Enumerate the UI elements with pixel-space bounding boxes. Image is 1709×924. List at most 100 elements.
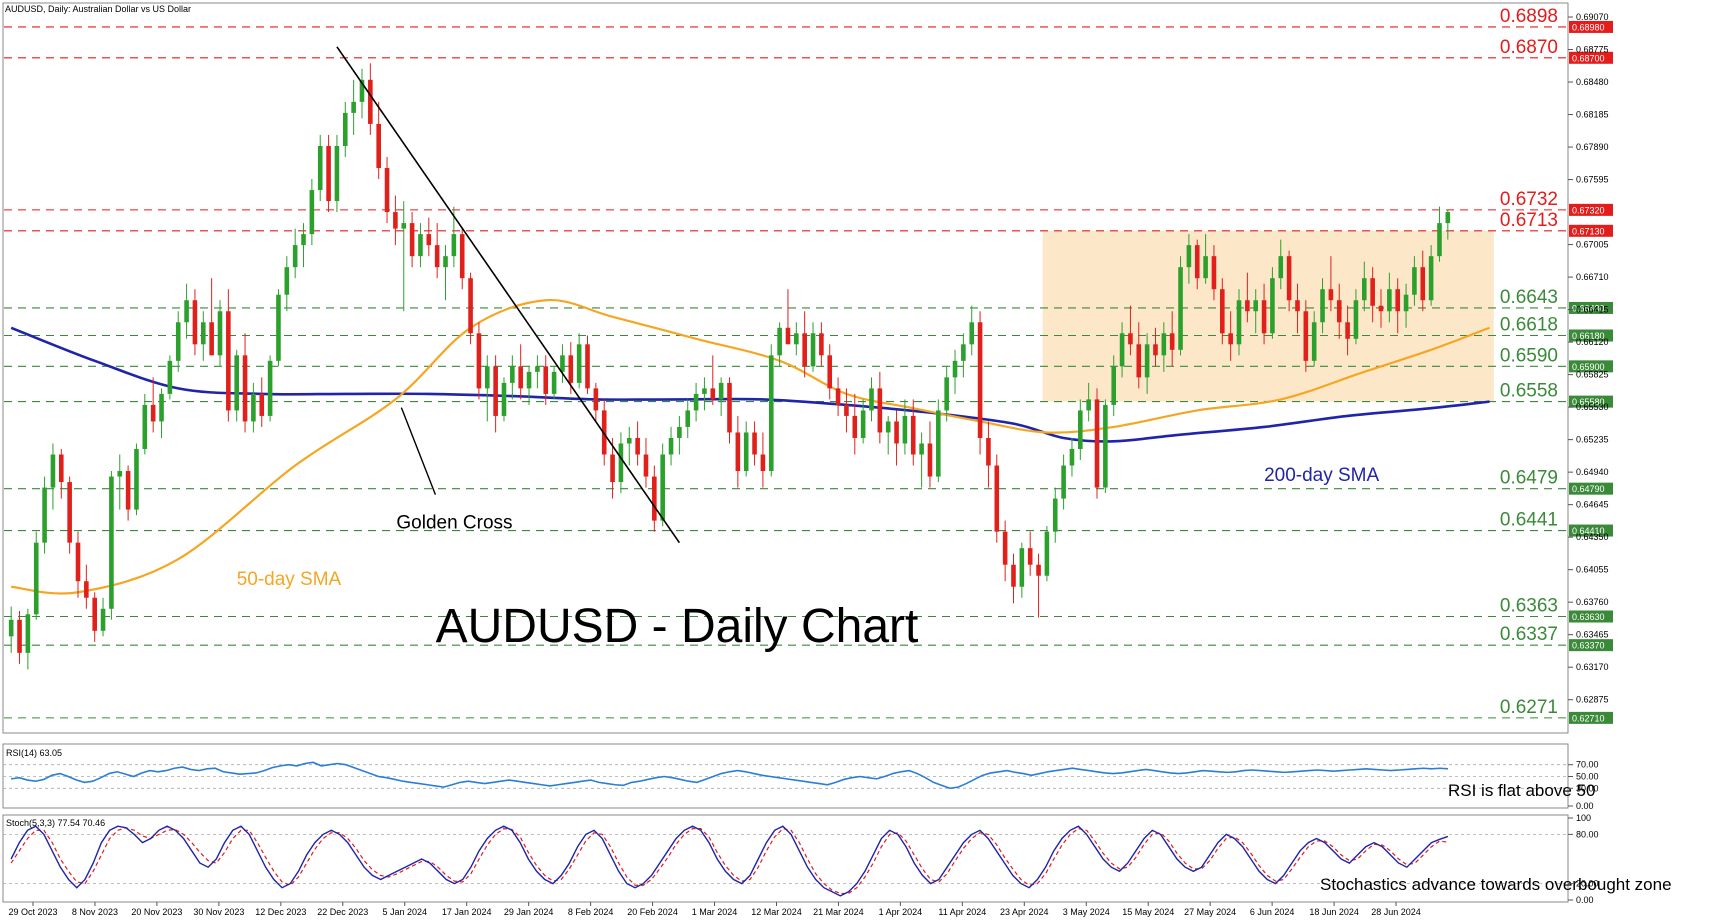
candle-body (785, 327, 791, 345)
candle-body (1403, 294, 1409, 312)
date-tick-label: 20 Nov 2023 (131, 907, 182, 917)
candle-body (802, 333, 807, 367)
candle-body (1253, 300, 1259, 312)
candle-body (359, 79, 365, 102)
date-tick-label: 8 Feb 2024 (568, 907, 614, 917)
candle-body (1336, 300, 1342, 323)
candle-body (1295, 300, 1300, 312)
candle-body (844, 404, 849, 416)
candle-body (1161, 333, 1167, 356)
rsi-panel: RSI(14) 63.05 RSI is flat above 50 70.00… (2, 743, 1599, 811)
date-tick-label: 29 Jan 2024 (504, 907, 554, 917)
candle-body (535, 366, 540, 372)
candle-body (1412, 267, 1417, 295)
candle-body (994, 465, 1000, 532)
candle-body (869, 388, 874, 411)
candle-body (175, 322, 181, 361)
stochastic-panel: Stoch(5,3,3) 77.54 70.46 Stochastics adv… (2, 813, 1672, 905)
candle-body (860, 410, 866, 438)
candle-body (451, 234, 457, 257)
candle-body (33, 542, 39, 615)
candle-body (493, 366, 498, 416)
level-label: 0.6870 (1500, 37, 1558, 58)
candle-body (910, 415, 916, 455)
level-tag-bg (1569, 329, 1613, 342)
level-tag-bg (1569, 395, 1613, 408)
candle-body (936, 410, 941, 477)
candle-body (1194, 245, 1200, 279)
date-tick-label: 29 Oct 2023 (8, 907, 57, 917)
price-tick-label: 0.64940 (1576, 467, 1609, 477)
candle-body (977, 322, 983, 438)
candle-body (292, 245, 298, 268)
rsi-line (10, 761, 1448, 790)
candle-body (1136, 344, 1142, 378)
candle-body (677, 426, 682, 438)
candle-body (434, 245, 440, 268)
candle-body (1027, 548, 1033, 565)
price-tick-label: 0.63465 (1576, 630, 1609, 640)
candle-body (952, 360, 958, 378)
level-tag-bg (1569, 203, 1613, 216)
candle-body (752, 432, 757, 455)
main-panel-border (2, 2, 1569, 734)
level-tag-bg (1569, 224, 1613, 237)
candle-body (835, 388, 841, 405)
candle-body (1103, 404, 1108, 488)
candle-body (568, 355, 574, 383)
level-tag-text: 0.67320 (1572, 205, 1605, 215)
candle-body (242, 355, 248, 422)
candle-body (560, 355, 565, 372)
candle-body (234, 355, 239, 411)
level-label: 0.6363 (1500, 595, 1558, 616)
candle-body (109, 476, 114, 609)
sma200-label: 200-day SMA (1264, 465, 1379, 486)
candle-body (192, 300, 198, 345)
candle-body (384, 167, 390, 213)
candle-body (418, 234, 423, 257)
candle-body (693, 393, 699, 411)
candle-body (125, 471, 131, 510)
date-tick-label: 8 Nov 2023 (72, 907, 118, 917)
level-tag-text: 0.68980 (1572, 22, 1605, 32)
main-chart-title: AUDUSD - Daily Chart (436, 600, 919, 653)
candle-body (1428, 256, 1434, 301)
level-label: 0.6441 (1500, 510, 1558, 531)
rsi-grid (3, 764, 1568, 789)
price-axis: 0.69070 0.68775 0.68480 0.68185 0.67890 0.675… (1568, 12, 1609, 705)
candle-body (618, 443, 624, 483)
candle-body (393, 212, 398, 229)
candle-body (217, 311, 223, 356)
candle-body (501, 382, 507, 416)
candle-body (944, 377, 949, 411)
price-tick-label: 0.68185 (1576, 110, 1609, 120)
price-tick-label: 0.62875 (1576, 695, 1609, 705)
price-tick-label: 0.63170 (1576, 662, 1609, 672)
golden-cross-label: Golden Cross (396, 513, 512, 534)
candle-body (84, 581, 89, 598)
candle-body (735, 432, 741, 472)
price-tick-label: 0.64350 (1576, 532, 1609, 542)
candle-body (810, 333, 816, 367)
date-tick-label: 1 Apr 2024 (879, 907, 923, 917)
level-tag-bg (1569, 20, 1613, 33)
candle-body (593, 388, 599, 411)
candle-body (652, 476, 657, 521)
level-label: 0.6898 (1500, 6, 1558, 27)
level-label: 0.6732 (1500, 189, 1558, 210)
candle-body (1086, 399, 1091, 411)
stoch-signal-line (10, 827, 1448, 895)
sma50-label: 50-day SMA (237, 569, 342, 590)
indicator-tick-label: 30.00 (1576, 783, 1599, 793)
candle-body (167, 360, 173, 394)
candle-body (1362, 278, 1367, 301)
candle-body (476, 333, 482, 389)
level-label: 0.6337 (1500, 624, 1558, 645)
candle-body (409, 223, 415, 257)
price-tick-label: 0.65530 (1576, 402, 1609, 412)
level-tag-text: 0.65900 (1572, 362, 1605, 372)
stoch-grid (3, 834, 1568, 884)
trendline (336, 46, 681, 544)
